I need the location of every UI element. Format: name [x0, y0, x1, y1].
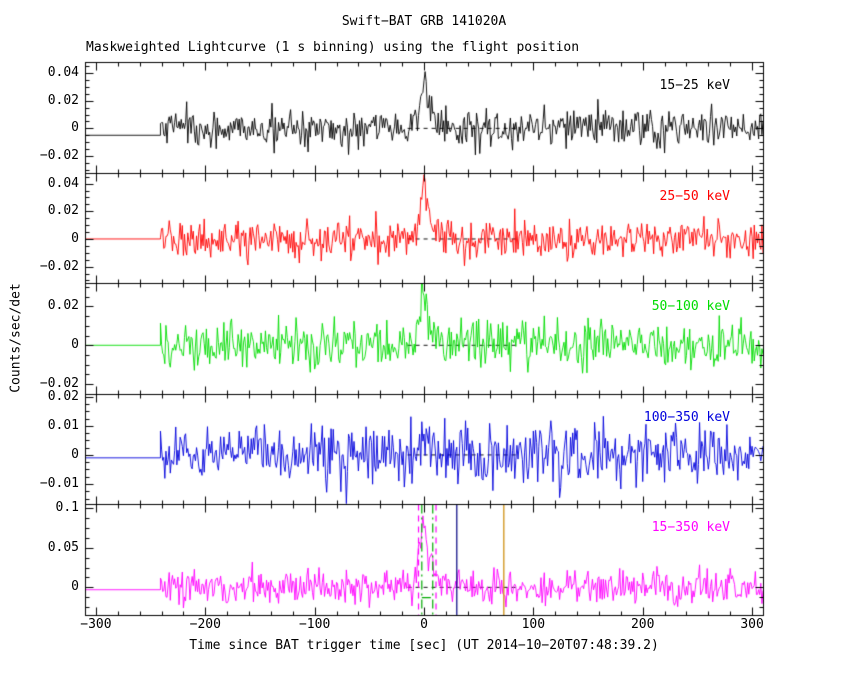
- x-tick-label: 100: [521, 617, 546, 632]
- band-label-15-25-kev: 15−25 keV: [659, 78, 730, 93]
- y-tick-label: −0.02: [39, 148, 79, 163]
- y-tick-label: 0.02: [47, 203, 79, 219]
- y-tick-label: 0.02: [47, 298, 79, 314]
- x-tick-label: −300: [80, 617, 112, 632]
- y-tick-label: 0: [71, 120, 79, 136]
- y-tick-label: 0.01: [47, 417, 79, 433]
- x-tick-label: −100: [298, 617, 331, 632]
- band-label-100-350-kev: 100−350 keV: [643, 409, 730, 425]
- band-label-50-100-kev: 50−100 keV: [651, 299, 730, 315]
- x-tick-label: 200: [630, 617, 655, 632]
- x-axis-label: Time since BAT trigger time [sec] (UT 20…: [189, 638, 659, 653]
- band-label-25-50-kev: 25−50 keV: [659, 188, 730, 204]
- y-tick-label: 0: [71, 446, 79, 462]
- chart-title: Swift−BAT GRB 141020A: [341, 14, 507, 29]
- x-tick-label: 0: [420, 617, 428, 632]
- y-tick-label: −0.02: [39, 258, 79, 274]
- chart-subtitle: Maskweighted Lightcurve (1 s binning) us…: [86, 40, 580, 55]
- y-tick-label: 0: [71, 337, 79, 353]
- x-tick-label: −200: [189, 617, 221, 632]
- y-tick-label: 0.02: [47, 388, 79, 404]
- y-tick-label: −0.01: [39, 476, 79, 492]
- y-tick-label: 0.1: [55, 500, 79, 516]
- y-tick-label: 0: [71, 230, 79, 246]
- y-tick-label: 0.04: [47, 175, 79, 191]
- y-tick-label: 0.05: [47, 539, 79, 555]
- band-label-15-350-kev: 15−350 keV: [651, 520, 730, 536]
- x-tick-label: 300: [740, 617, 764, 632]
- y-tick-label: 0.02: [47, 92, 79, 108]
- y-tick-label: 0: [71, 579, 79, 595]
- y-tick-label: 0.04: [47, 65, 79, 81]
- y-tick-label: −0.02: [39, 376, 79, 392]
